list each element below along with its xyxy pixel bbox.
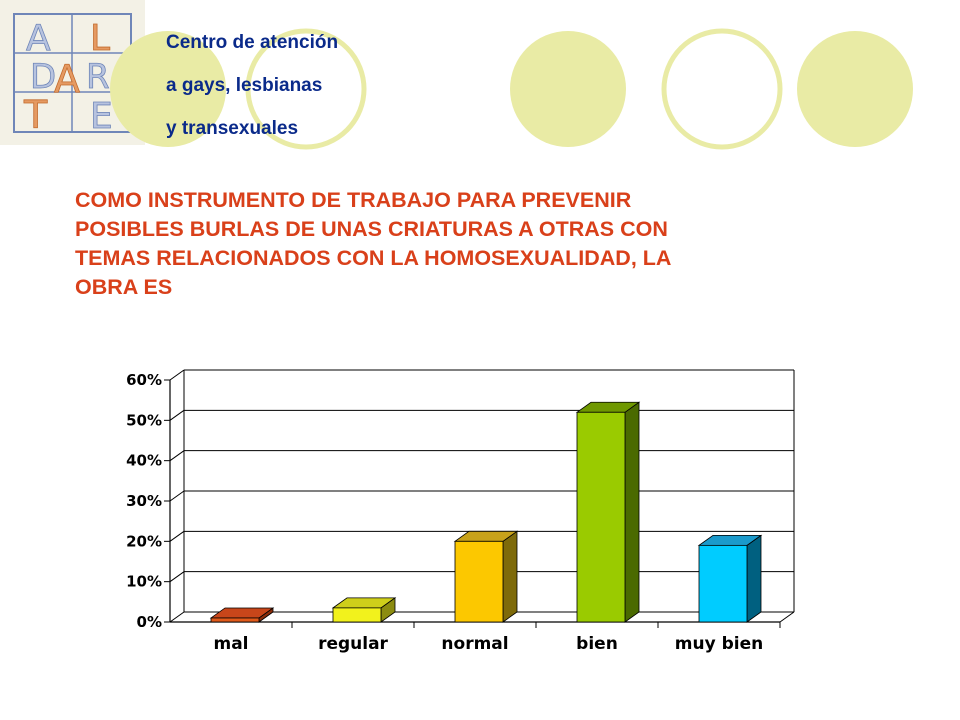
bar-front	[332, 607, 382, 623]
bar-front	[210, 617, 260, 623]
gridline-depth	[169, 369, 185, 381]
x-tick-label-regular: regular	[318, 634, 388, 654]
headline-line-4: OBRA ES	[75, 275, 173, 299]
x-tick-label-mal: mal	[213, 634, 248, 654]
org-line-1: Centro de atención	[166, 32, 339, 53]
x-tick-label-bien: bien	[576, 634, 618, 654]
org-line-3: y transexuales	[166, 118, 299, 139]
svg-text:T: T	[23, 93, 48, 137]
gridline-depth	[169, 450, 185, 462]
bar-front	[698, 544, 748, 623]
svg-text:E: E	[90, 96, 113, 137]
headline-line-1: COMO INSTRUMENTO DE TRABAJO PARA PREVENI…	[75, 188, 632, 212]
decor-circle	[510, 31, 626, 147]
gridline-depth	[169, 611, 185, 623]
gridline-depth	[169, 490, 185, 502]
y-tick-label: 50%	[126, 411, 162, 429]
svg-text:R: R	[86, 57, 110, 97]
bar-regular	[331, 597, 397, 623]
gridline-depth	[169, 409, 185, 421]
bar-front	[454, 540, 504, 623]
bar-chart: 0% 10% 20% 30% 40% 50% 60% mal regular normal bien…	[126, 369, 795, 654]
bar-bien	[575, 401, 641, 623]
gridline-depth	[169, 571, 185, 583]
bar-side	[624, 401, 640, 623]
bar-mal	[209, 607, 275, 623]
bar-normal	[453, 530, 519, 623]
y-tick-label: 40%	[126, 452, 162, 470]
bar-side	[502, 530, 518, 623]
org-line-2: a gays, lesbianas	[166, 75, 323, 96]
svg-text:D: D	[30, 57, 56, 97]
gridline-depth	[169, 530, 185, 542]
bar-side	[746, 534, 762, 623]
aldarte-logo: A L D A R T E	[0, 0, 145, 145]
x-tick-label-normal: normal	[441, 634, 508, 654]
decor-circle	[797, 31, 913, 147]
x-tick-label-muy-bien: muy bien	[675, 634, 763, 654]
headline: COMO INSTRUMENTO DE TRABAJO PARA PREVENI…	[75, 186, 835, 302]
y-tick-label: 60%	[126, 371, 162, 389]
y-tick-label: 30%	[126, 492, 162, 510]
svg-text:A: A	[26, 18, 51, 59]
bar-muy-bien	[697, 534, 763, 623]
svg-text:A: A	[54, 57, 80, 101]
floor-edge-right	[779, 611, 795, 623]
svg-text:L: L	[90, 18, 110, 59]
y-tick-label: 20%	[126, 532, 162, 550]
bar-front	[576, 411, 626, 623]
decor-ring	[661, 28, 783, 150]
headline-line-2: POSIBLES BURLAS DE UNAS CRIATURAS A OTRA…	[75, 217, 668, 241]
y-tick-label: 0%	[137, 613, 162, 631]
headline-line-3: TEMAS RELACIONADOS CON LA HOMOSEXUALIDAD…	[75, 246, 672, 270]
y-tick-label: 10%	[126, 573, 162, 591]
